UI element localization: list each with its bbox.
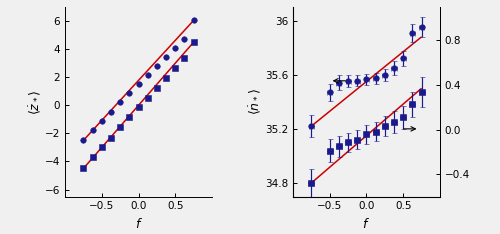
X-axis label: $f$: $f$ bbox=[134, 217, 142, 231]
Y-axis label: $\langle \dot{z}_* \rangle$: $\langle \dot{z}_* \rangle$ bbox=[28, 89, 44, 114]
X-axis label: $f$: $f$ bbox=[362, 217, 370, 231]
Y-axis label: $\langle \dot{n}_* \rangle$: $\langle \dot{n}_* \rangle$ bbox=[248, 88, 264, 115]
